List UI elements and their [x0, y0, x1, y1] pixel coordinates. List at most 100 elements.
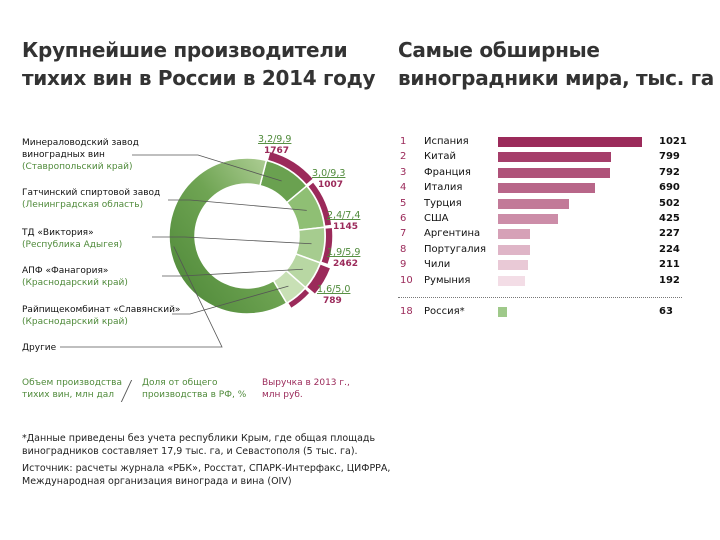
source-note: Источник: расчеты журнала «РБК», Росстат… — [22, 462, 390, 488]
legend-volume-line-2: тихих вин, млн дал — [22, 390, 114, 400]
bar-mark — [498, 167, 610, 178]
bar-mark — [498, 137, 642, 147]
producer-name: Минераловодский завод — [22, 138, 139, 148]
leader-line — [162, 268, 303, 277]
bar-rank-label: 7 — [400, 228, 407, 240]
slice-volume-share-label: 1,9/5,9 — [327, 247, 360, 258]
leader-line — [152, 236, 312, 245]
bar-row: 1 Испания 1021 — [400, 135, 700, 149]
bar-mark — [498, 183, 596, 194]
legend-revenue-line-2: млн руб. — [262, 390, 303, 400]
bar-category-label: Турция — [424, 197, 462, 209]
bar-category-label: Португалия — [424, 243, 487, 255]
bar-category-label: Италия — [424, 182, 463, 194]
footnote-line-2: виноградников составляет 17,9 тыс. га, и… — [22, 446, 358, 457]
bar-rank-label: 5 — [400, 197, 407, 209]
bar-value-label: 192 — [659, 274, 680, 286]
producer-label-gatchinsky: Гатчинский спиртовой завод (Ленинградска… — [22, 187, 160, 211]
slice-revenue-label: 1007 — [318, 180, 343, 190]
bar-mark — [498, 275, 526, 286]
bar-value-label: 425 — [659, 213, 680, 224]
producer-region: (Ленинградская область) — [22, 200, 144, 210]
bar-row: 2 Китай 799 — [400, 150, 700, 164]
bar-rank-label: 2 — [400, 151, 407, 163]
bar-row: 8 Португалия 224 — [400, 243, 700, 257]
bar-mark — [498, 229, 531, 240]
revenue-ring-segment — [288, 289, 310, 308]
bar-value-label: 63 — [659, 306, 673, 317]
right-title-line-2: виноградники мира, тыс. га — [398, 66, 714, 90]
bar-value-label: 227 — [659, 228, 680, 240]
legend-revenue-line-1: Выручка в 2013 г., — [262, 378, 350, 388]
bar-rank-label: 18 — [400, 306, 413, 317]
producer-name: АПФ «Фанагория» — [22, 266, 109, 276]
producer-region: (Краснодарский край) — [22, 317, 128, 327]
bar-category-label: Румыния — [424, 274, 471, 286]
bar-mark — [498, 152, 611, 163]
producer-label-mineralovodsky: Минераловодский завод виноградных вин (С… — [22, 137, 139, 173]
revenue-ring-segment — [321, 228, 333, 264]
legend-revenue: Выручка в 2013 г., млн руб. — [262, 377, 350, 401]
slice-volume-share-label: 1,6/5,0 — [317, 284, 350, 295]
bar-rank-label: 8 — [400, 243, 407, 255]
producer-name-line-2: виноградных вин — [22, 150, 105, 160]
producer-label-slavyansky: Райпищекомбинат «Славянский» (Краснодарс… — [22, 304, 180, 328]
leader-line — [168, 199, 307, 211]
revenue-ring-segment — [268, 152, 313, 185]
bar-category-label: Россия* — [424, 306, 465, 317]
bar-value-label: 1021 — [659, 136, 687, 147]
revenue-ring-segment — [308, 182, 332, 226]
bar-row: 5 Турция 502 — [400, 197, 700, 211]
legend-share-line-1: Доля от общего — [142, 378, 218, 388]
left-title-line-2: тихих вин в России в 2014 году — [22, 66, 376, 90]
bar-row: 3 Франция 792 — [400, 166, 700, 180]
slice-volume-share-label: 3,0/9,3 — [312, 168, 345, 179]
producer-region: (Ставропольский край) — [22, 162, 133, 172]
right-title-line-1: Самые обширные — [398, 38, 600, 62]
bar-value-label: 224 — [659, 243, 680, 255]
leader-line — [172, 285, 289, 315]
producer-label-fanagoria: АПФ «Фанагория» (Краснодарский край) — [22, 265, 128, 289]
producer-label-viktoria: ТД «Виктория» (Республика Адыгея) — [22, 227, 122, 251]
producer-region: (Республика Адыгея) — [22, 240, 123, 250]
bar-value-label: 690 — [659, 182, 680, 194]
bar-rank-label: 3 — [400, 166, 407, 178]
bar-rank-label: 4 — [400, 182, 407, 194]
legend-volume: Объем производства тихих вин, млн дал — [22, 377, 122, 401]
bar-divider — [398, 297, 682, 298]
right-chart-title: Самые обширные виноградники мира, тыс. г… — [398, 36, 718, 92]
bar-value-label: 502 — [659, 197, 680, 209]
bar-row: 9 Чили 211 — [400, 258, 700, 272]
bar-category-label: Чили — [424, 259, 451, 271]
bar-row: 6 США 425 — [400, 212, 700, 226]
bar-mark — [498, 198, 569, 209]
source-line-2: Международная организация винограда и ви… — [22, 476, 292, 487]
bar-rank-label: 6 — [400, 213, 407, 224]
leader-line — [60, 246, 223, 348]
legend-volume-line-1: Объем производства — [22, 378, 122, 388]
slice-revenue-label: 1767 — [264, 146, 289, 156]
left-title-line-1: Крупнейшие производители — [22, 38, 348, 62]
slice-volume-share-label: 3,2/9,9 — [258, 134, 291, 145]
source-line-1: Источник: расчеты журнала «РБК», Росстат… — [22, 463, 391, 474]
producer-name: Райпищекомбинат «Славянский» — [22, 305, 181, 315]
bar-value-label: 211 — [659, 259, 680, 271]
bar-rank-label: 1 — [400, 136, 407, 147]
bar-row: 18 Россия* 63 — [400, 305, 700, 319]
slice-volume-share-label: 2,4/7,4 — [327, 210, 360, 221]
legend-share: Доля от общего производства в РФ, % — [142, 377, 246, 401]
producer-name: ТД «Виктория» — [22, 228, 94, 238]
bar-row: 4 Италия 690 — [400, 181, 700, 195]
footnote-line-1: *Данные приведены без учета республики К… — [22, 433, 376, 444]
bar-rank-label: 10 — [400, 274, 413, 286]
slice-revenue-label: 789 — [323, 296, 342, 306]
producer-region: (Краснодарский край) — [22, 278, 128, 288]
legend-share-line-2: производства в РФ, % — [142, 390, 247, 400]
producer-label-others: Другие — [22, 342, 56, 354]
bar-row: 10 Румыния 192 — [400, 274, 700, 288]
slice-revenue-label: 2462 — [333, 259, 358, 269]
producer-name: Другие — [22, 343, 57, 353]
bar-category-label: Аргентина — [424, 228, 481, 240]
revenue-ring-segment — [307, 264, 330, 294]
